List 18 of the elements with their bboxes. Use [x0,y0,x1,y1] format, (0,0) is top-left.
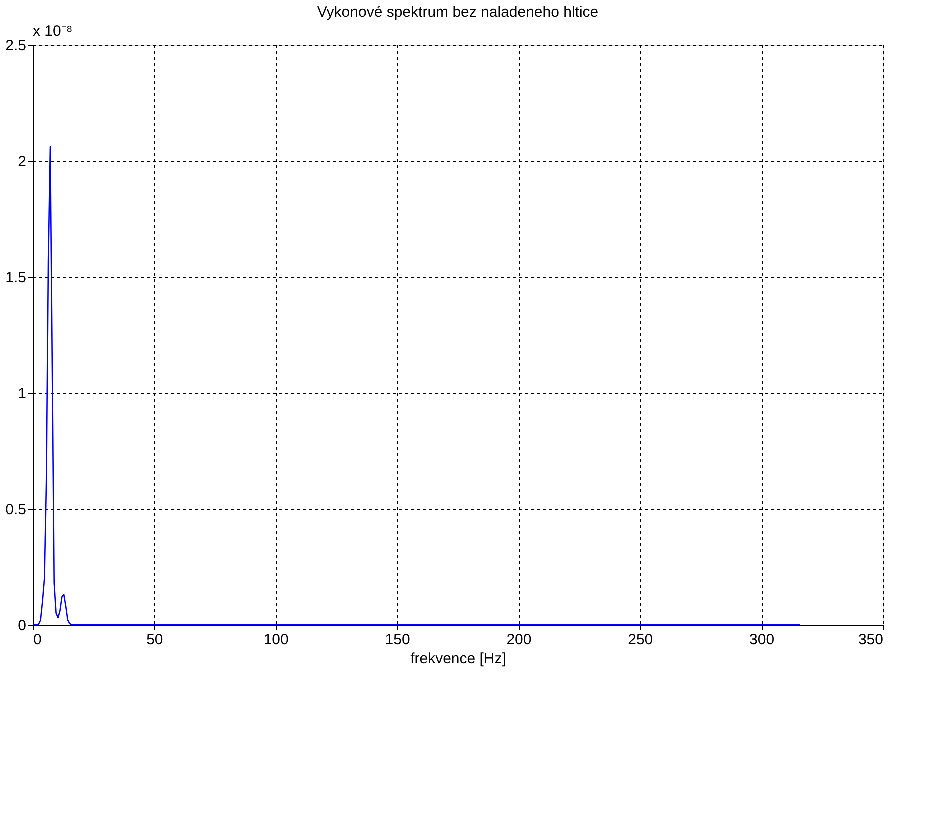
x-tick-label: 250 [628,632,654,648]
x-tick-label: 50 [146,632,164,648]
y-tick-label: 0.5 [6,502,26,518]
y-tick-label: 1 [18,386,26,402]
chart-title: Vykonové spektrum bez naladeneho hltice [317,4,599,21]
y-tick-label: 2 [18,154,26,170]
x-tick-label: 300 [750,632,775,648]
x-axis-title: frekvence [Hz] [410,650,506,668]
y-tick-label: 1.5 [6,270,26,286]
x-tick-label: 0 [34,632,42,648]
y-tick-label: 0 [18,618,26,634]
x-tick-label: 100 [264,632,289,648]
x-tick-label: 350 [858,632,884,648]
text: x 10⁻⁸ [33,23,73,40]
y-tick-label: 2.5 [6,38,26,54]
x-tick-label: 150 [385,632,410,648]
line-series [32,146,802,626]
x-tick-label: 200 [506,632,532,648]
